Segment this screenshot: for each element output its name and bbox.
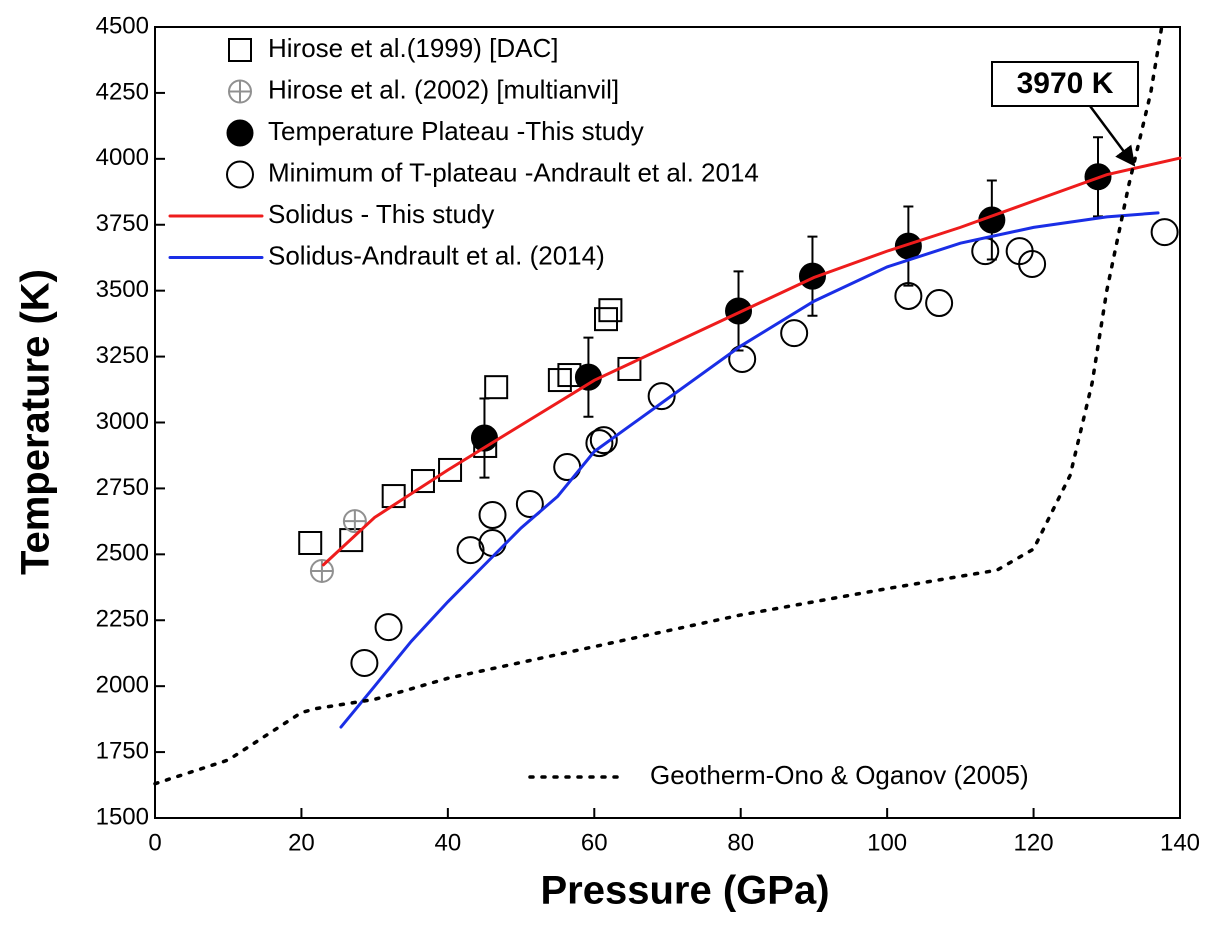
legend-symbol <box>228 79 253 104</box>
series-line <box>321 156 1182 567</box>
x-tick-label: 20 <box>288 829 315 856</box>
legend-label: Temperature Plateau -This study <box>268 116 644 146</box>
x-tick-label: 140 <box>1160 829 1200 856</box>
y-tick-label: 2750 <box>96 474 149 501</box>
x-tick-label: 100 <box>867 829 907 856</box>
open-circle-marker <box>350 648 379 677</box>
open-circle-marker <box>647 382 676 411</box>
annotation: 3970 K <box>1017 67 1114 100</box>
square-marker <box>381 484 406 509</box>
open-circle-marker <box>1018 250 1047 279</box>
open-circle-marker <box>585 429 614 458</box>
y-tick-label: 2000 <box>96 672 149 699</box>
open-circle-marker <box>374 613 403 642</box>
square-marker <box>298 530 323 555</box>
square-marker <box>438 457 463 482</box>
legend-label: Solidus - This study <box>268 199 494 229</box>
legend-symbol <box>228 38 252 62</box>
open-circle-marker <box>478 501 507 530</box>
open-circle-marker <box>780 319 809 348</box>
square-marker <box>484 375 509 400</box>
y-tick-label: 2500 <box>96 540 149 567</box>
legend-label: Minimum of T-plateau -Andrault et al. 20… <box>268 157 759 187</box>
legend-label: Hirose et al.(1999) [DAC] <box>268 33 558 63</box>
square-marker <box>410 469 435 494</box>
square-marker <box>339 528 364 553</box>
y-tick-label: 3250 <box>96 342 149 369</box>
open-circle-marker <box>515 489 544 518</box>
x-tick-label: 0 <box>148 829 161 856</box>
crosshair-marker <box>309 559 334 583</box>
y-tick-label: 3000 <box>96 408 149 435</box>
square-marker <box>594 307 618 332</box>
x-tick-label: 80 <box>727 829 754 856</box>
square-marker <box>547 368 572 393</box>
open-circle-marker <box>456 536 485 565</box>
annotation-arrow <box>1088 105 1136 167</box>
open-circle-marker <box>925 289 954 318</box>
y-tick-label: 4250 <box>96 78 149 105</box>
y-tick-label: 4000 <box>96 144 149 171</box>
open-circle-marker <box>971 237 1000 266</box>
legend-symbol <box>226 160 254 189</box>
x-axis-title: Pressure (GPa) <box>540 869 829 913</box>
open-circle-marker <box>478 528 507 557</box>
x-tick-label: 40 <box>435 829 462 856</box>
annotation-box <box>991 61 1139 107</box>
series-line <box>153 25 1164 786</box>
crosshair-marker <box>342 509 367 534</box>
y-tick-label: 2250 <box>96 606 149 633</box>
legend-symbol <box>226 119 254 147</box>
y-tick-label: 1500 <box>96 803 149 830</box>
y-tick-label: 3750 <box>96 210 149 237</box>
open-circle-marker <box>553 453 582 482</box>
x-tick-label: 120 <box>1014 829 1054 856</box>
legend-label: Hirose et al. (2002) [multianvil] <box>268 74 619 104</box>
legend-label: Geotherm-Ono & Oganov (2005) <box>650 760 1029 790</box>
x-tick-label: 60 <box>581 829 608 856</box>
series-line <box>339 211 1160 729</box>
filled-circle-marker <box>725 297 753 325</box>
legend-label: Solidus-Andrault et al. (2014) <box>268 240 605 270</box>
y-tick-label: 1750 <box>96 737 149 764</box>
open-circle-marker <box>589 426 618 455</box>
y-tick-label: 4500 <box>96 12 149 39</box>
y-tick-label: 3500 <box>96 276 149 303</box>
open-circle-marker <box>1150 218 1179 247</box>
square-marker <box>598 298 623 323</box>
y-axis-title: Temperature (K) <box>14 269 58 575</box>
open-circle-marker <box>894 281 923 310</box>
